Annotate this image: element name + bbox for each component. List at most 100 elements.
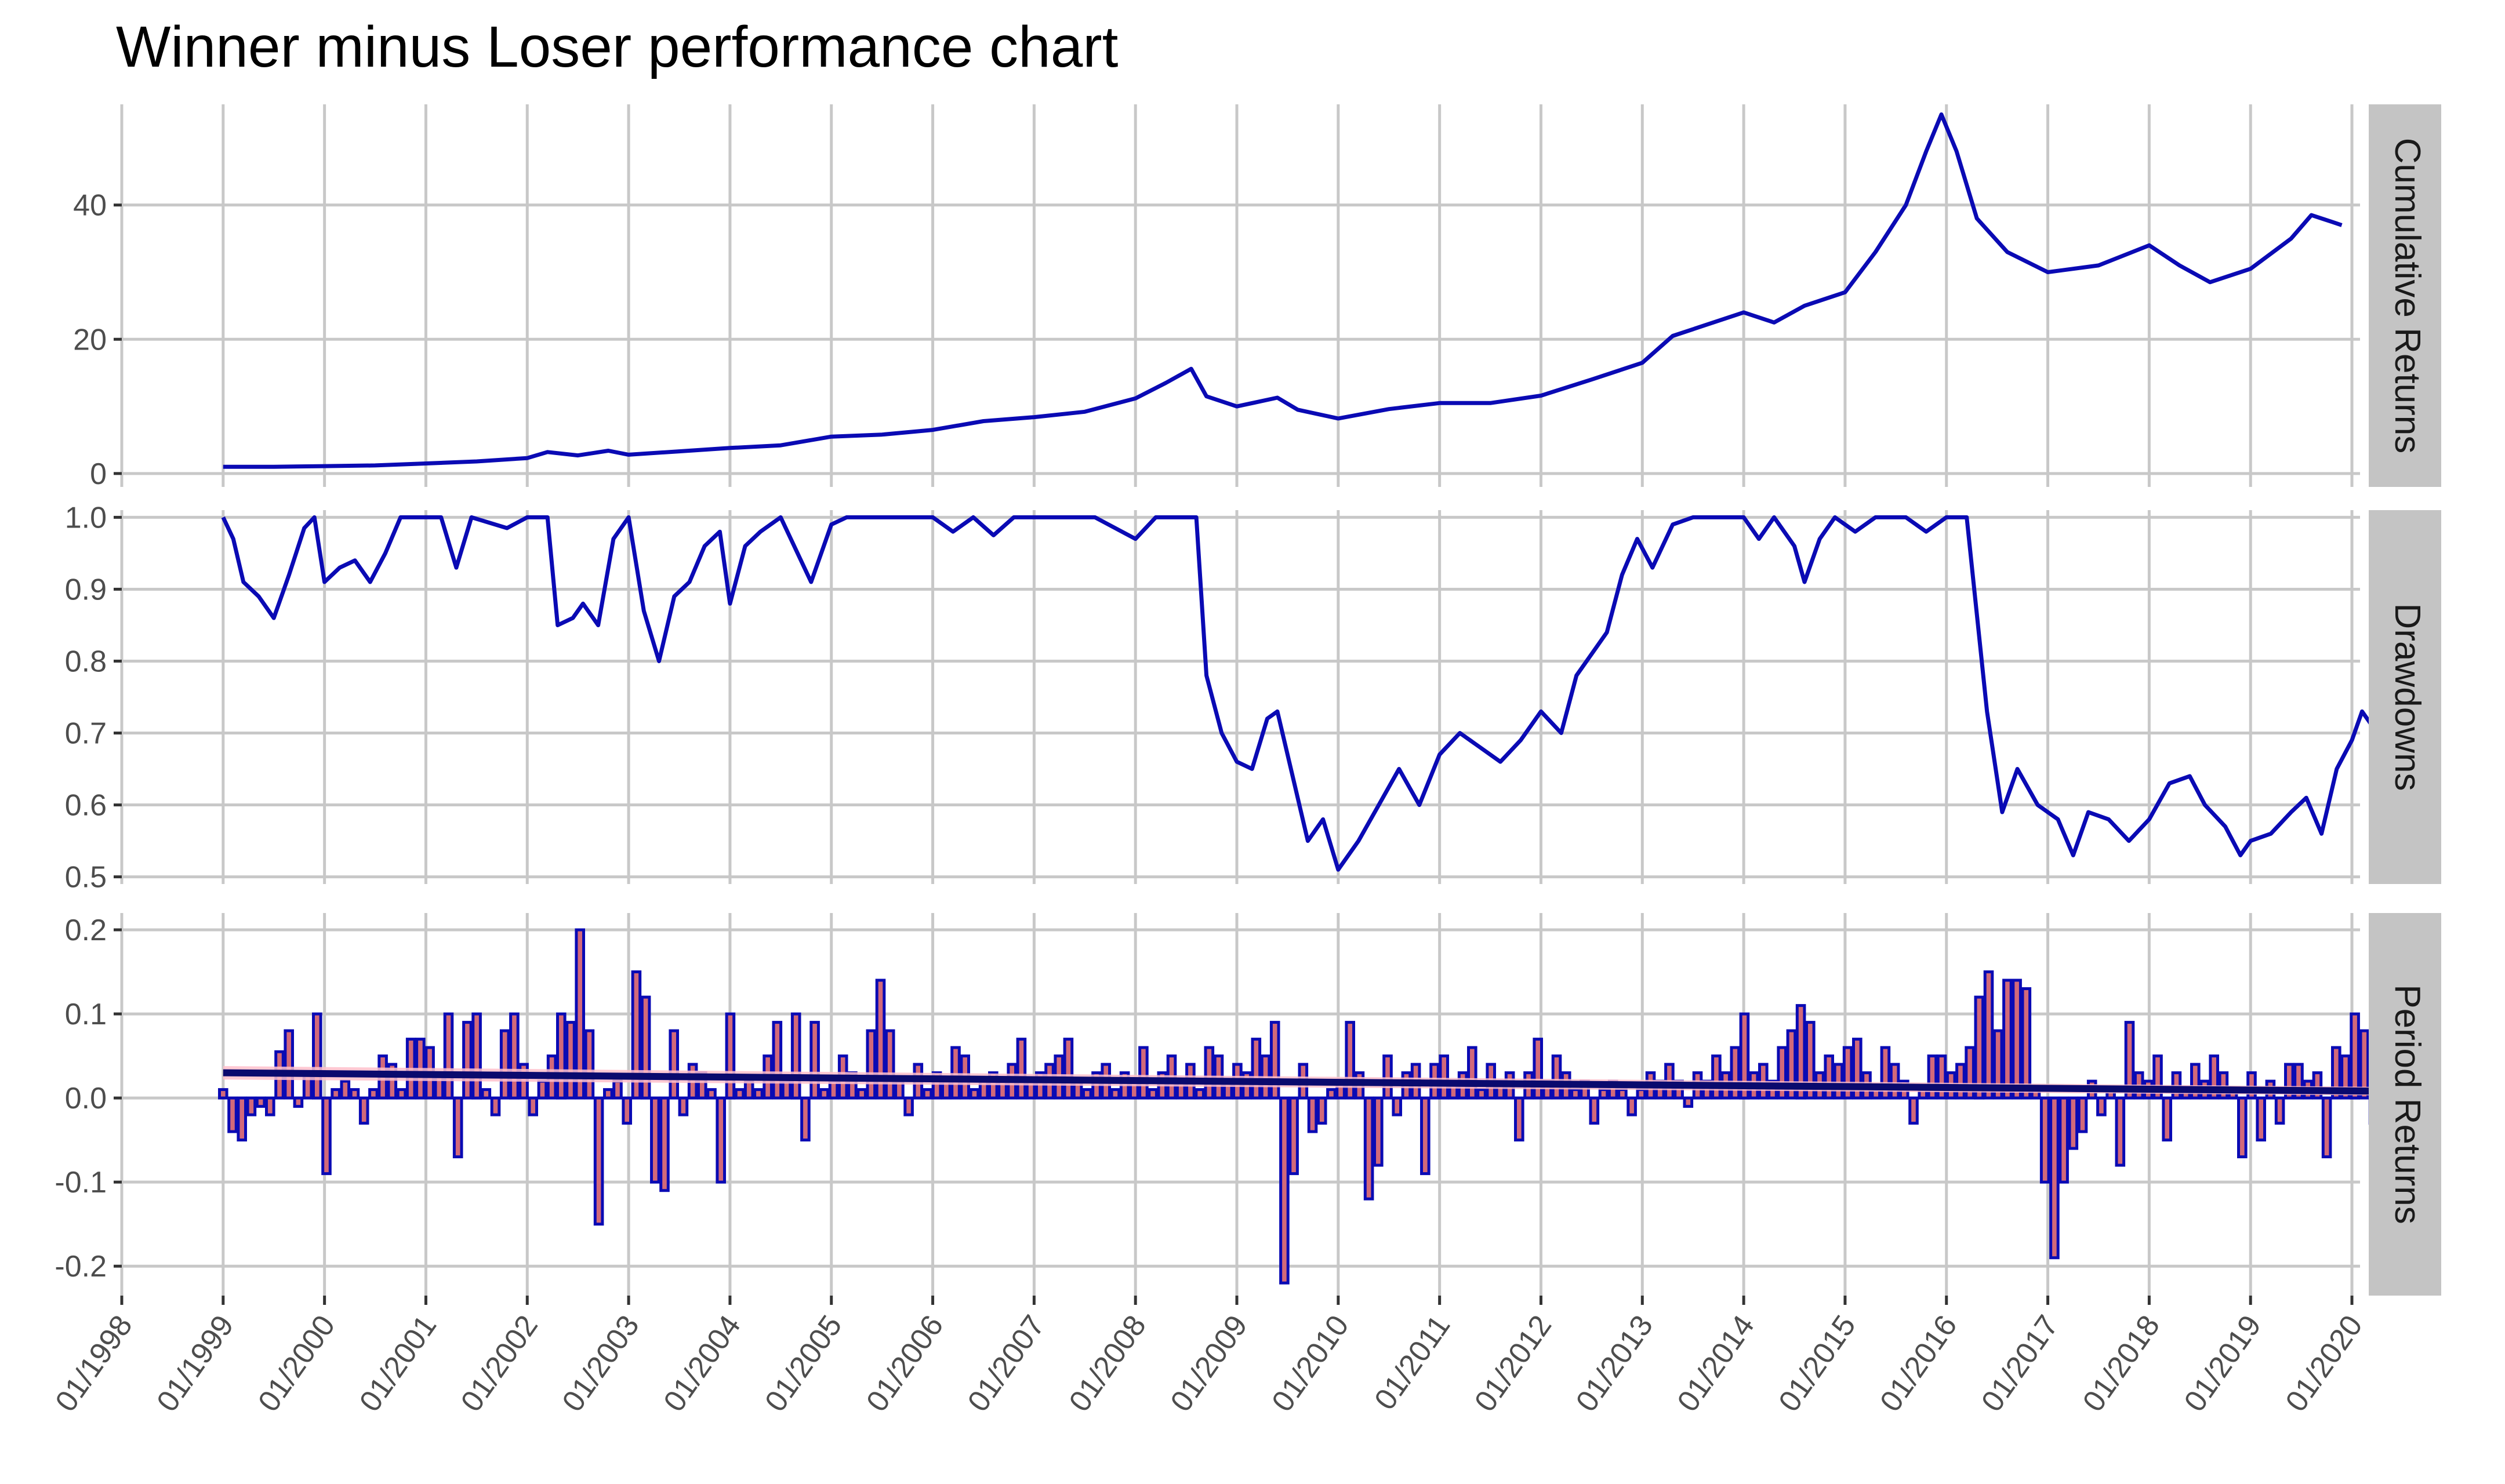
x-tick-label: 01/2012 bbox=[1468, 1310, 1558, 1418]
return-bar bbox=[2068, 1096, 2079, 1150]
return-bar bbox=[2359, 1029, 2370, 1100]
return-bar bbox=[706, 1088, 717, 1100]
x-tick-label: 01/2014 bbox=[1671, 1310, 1761, 1418]
return-bar bbox=[1082, 1088, 1092, 1100]
return-bar bbox=[340, 1079, 351, 1100]
y-tick-label: 0.9 bbox=[65, 573, 107, 606]
return-bar bbox=[312, 1012, 322, 1100]
x-tick-label: 01/2010 bbox=[1265, 1310, 1355, 1418]
return-bar bbox=[1138, 1046, 1149, 1100]
x-tick-label: 01/2020 bbox=[2279, 1310, 2369, 1418]
return-bar bbox=[2012, 979, 2022, 1100]
y-tick-label: 0.8 bbox=[65, 645, 107, 678]
return-bar bbox=[631, 970, 642, 1100]
return-bar bbox=[969, 1088, 980, 1100]
y-tick-label: 20 bbox=[73, 323, 107, 357]
return-bar bbox=[584, 1029, 595, 1100]
return-bar bbox=[237, 1096, 247, 1142]
return-bar bbox=[1307, 1096, 1318, 1133]
return-bar bbox=[1955, 1063, 1966, 1100]
return-bar bbox=[1476, 1088, 1487, 1100]
return-bar bbox=[1110, 1088, 1121, 1100]
return-bar bbox=[1063, 1038, 1074, 1100]
y-tick-label: -0.2 bbox=[55, 1250, 107, 1283]
return-bar bbox=[1016, 1038, 1027, 1100]
return-bar bbox=[331, 1088, 341, 1100]
return-bar bbox=[218, 1088, 228, 1100]
x-tick-label: 01/2000 bbox=[252, 1310, 342, 1418]
return-bar bbox=[509, 1012, 520, 1100]
panel-period-returns: -0.2 -0.1 0.0 0.1 0.2 Period Returns bbox=[55, 913, 2441, 1296]
return-bar bbox=[743, 1079, 754, 1100]
return-bar bbox=[481, 1088, 492, 1100]
x-tick-label: 01/2006 bbox=[860, 1310, 950, 1418]
return-bar bbox=[2124, 1021, 2135, 1100]
return-bar bbox=[1824, 1054, 1834, 1100]
return-bar bbox=[471, 1012, 482, 1100]
return-bar bbox=[612, 1079, 623, 1100]
return-bar bbox=[1786, 1029, 1797, 1100]
return-bar bbox=[358, 1096, 369, 1125]
return-bar bbox=[1805, 1021, 1816, 1100]
return-bar bbox=[1711, 1054, 1722, 1100]
x-tick-label: 01/2001 bbox=[353, 1310, 443, 1418]
x-tick-label: 01/2016 bbox=[1874, 1310, 1963, 1418]
series-line bbox=[221, 515, 2394, 872]
strip-background bbox=[2369, 104, 2441, 487]
panels: 0 20 40 Cumulative Returns 0.5 0.6 0.7 0.8 0.9 1.… bbox=[55, 104, 2441, 1296]
return-bar bbox=[2049, 1096, 2060, 1260]
return-bar bbox=[2237, 1096, 2248, 1159]
return-bar bbox=[2321, 1096, 2332, 1159]
y-tick-label: 40 bbox=[73, 189, 107, 223]
return-bar bbox=[772, 1021, 783, 1100]
return-bar bbox=[1251, 1038, 1262, 1100]
return-bar bbox=[1467, 1046, 1477, 1100]
return-bar bbox=[1974, 995, 1985, 1100]
return-bar bbox=[669, 1029, 680, 1100]
return-bar bbox=[800, 1096, 811, 1142]
return-bar bbox=[255, 1096, 266, 1108]
return-bar bbox=[1326, 1088, 1337, 1100]
return-bar bbox=[1195, 1088, 1205, 1100]
y-tick-label: -0.1 bbox=[55, 1166, 107, 1199]
x-tick-label: 01/2011 bbox=[1368, 1310, 1457, 1416]
return-bar bbox=[1795, 1004, 1806, 1100]
strip-background bbox=[2369, 510, 2441, 884]
return-bar bbox=[1598, 1088, 1609, 1100]
strip-label: Period Returns bbox=[2387, 984, 2427, 1224]
return-bar bbox=[2162, 1096, 2172, 1142]
return-bar bbox=[922, 1088, 933, 1100]
return-bar bbox=[622, 1096, 633, 1125]
return-bar bbox=[452, 1096, 463, 1159]
x-tick-label: 01/2002 bbox=[455, 1310, 544, 1418]
strip-label: Cumulative Returns bbox=[2387, 138, 2427, 453]
return-bar bbox=[716, 1096, 727, 1184]
return-bar bbox=[1908, 1096, 1919, 1125]
x-tick-label: 01/2019 bbox=[2178, 1310, 2268, 1418]
return-bar bbox=[1589, 1096, 1600, 1125]
return-bar bbox=[1570, 1088, 1581, 1100]
x-tick-label: 01/1999 bbox=[150, 1310, 240, 1418]
return-bar bbox=[2350, 1012, 2360, 1100]
return-bar bbox=[1514, 1096, 1524, 1142]
y-tick-label: 0.1 bbox=[65, 998, 107, 1031]
return-bar bbox=[528, 1096, 539, 1116]
return-bar bbox=[396, 1088, 407, 1100]
x-tick-label: 01/2017 bbox=[1975, 1310, 2065, 1418]
return-bar bbox=[265, 1096, 275, 1116]
y-tick-label: 0.7 bbox=[65, 717, 107, 751]
trend-line bbox=[223, 1069, 2393, 1095]
x-tick-label: 01/2007 bbox=[961, 1310, 1051, 1418]
return-bar bbox=[1363, 1096, 1374, 1201]
return-bar bbox=[1439, 1054, 1449, 1100]
return-bar bbox=[1382, 1054, 1393, 1100]
x-tick-label: 01/2015 bbox=[1772, 1310, 1862, 1418]
return-bar bbox=[284, 1029, 294, 1100]
y-tick-label: 0.0 bbox=[65, 1082, 107, 1115]
x-tick-label: 01/2008 bbox=[1063, 1310, 1153, 1418]
return-bar bbox=[819, 1088, 830, 1100]
return-bar bbox=[321, 1096, 332, 1176]
return-bar bbox=[734, 1088, 745, 1100]
series-line bbox=[223, 112, 2343, 469]
